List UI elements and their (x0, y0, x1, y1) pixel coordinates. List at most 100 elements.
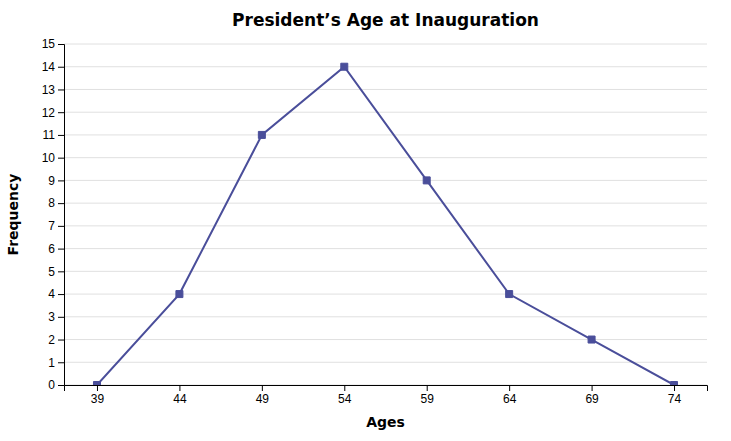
y-tick-label: 12 (42, 106, 56, 120)
y-tick: 9 (48, 174, 64, 188)
y-tick-label: 14 (42, 60, 56, 74)
y-tick-label: 15 (42, 37, 56, 51)
x-tick-label: 74 (668, 392, 682, 406)
grid-line (64, 134, 707, 135)
y-tick: 13 (42, 83, 64, 97)
marks (93, 63, 677, 385)
marker (258, 131, 265, 138)
grid-line (64, 203, 707, 204)
x-tick-label: 44 (173, 392, 187, 406)
x-axis-title: Ages (366, 414, 405, 430)
y-tick-label: 5 (48, 265, 55, 279)
y-tick-mark (58, 271, 64, 272)
x-tick-label: 64 (503, 392, 517, 406)
x-tick-label: 59 (421, 392, 435, 406)
y-tick-mark (58, 226, 64, 227)
x-tick-mark (427, 385, 428, 391)
y-tick: 1 (48, 356, 64, 370)
x-tick-mark (97, 385, 98, 391)
y-tick: 7 (48, 219, 64, 233)
marker (588, 336, 595, 343)
y-tick: 11 (43, 128, 64, 142)
x-tick-mark (262, 385, 263, 391)
x-tick: 49 (256, 385, 270, 406)
x-tick-mark (674, 385, 675, 391)
y-tick: 6 (48, 242, 64, 256)
grid-line (64, 294, 707, 295)
grid-line (64, 66, 707, 67)
y-tick-mark (58, 44, 64, 45)
y-axis-line (58, 45, 65, 386)
x-tick-label: 54 (338, 392, 352, 406)
y-tick-label: 7 (48, 219, 55, 233)
grid-line (64, 44, 707, 45)
y-tick: 5 (48, 265, 64, 279)
y-tick: 15 (42, 37, 64, 51)
y-tick-label: 10 (42, 151, 56, 165)
x-tick-label: 69 (585, 392, 599, 406)
y-tick: 4 (48, 287, 64, 301)
y-tick-mark (58, 317, 64, 318)
x-tick-label: 49 (256, 392, 270, 406)
y-tick-label: 1 (48, 356, 55, 370)
y-tick-mark (58, 112, 64, 113)
line (97, 67, 674, 385)
y-tick-mark (58, 135, 64, 136)
y-tick-mark (58, 89, 64, 90)
y-tick-mark (58, 294, 64, 295)
x-tick-mark (179, 385, 180, 391)
y-tick-mark (58, 67, 64, 68)
x-tick-mark (509, 385, 510, 391)
y-tick-label: 3 (48, 310, 55, 324)
x-tick: 39 (91, 385, 105, 406)
marker (176, 291, 183, 298)
y-tick: 14 (42, 60, 64, 74)
y-tick-label: 2 (48, 333, 55, 347)
x-axis-line (65, 386, 708, 392)
x-tick: 69 (585, 385, 599, 406)
y-tick: 2 (48, 333, 64, 347)
plot: 39444954596469740123456789101112131415 (42, 37, 708, 405)
y-tick-label: 13 (42, 83, 56, 97)
y-tick-mark (58, 180, 64, 181)
y-tick-label: 11 (43, 128, 56, 142)
grid-line (64, 362, 707, 363)
y-axis-title: Frequency (5, 174, 21, 256)
y-tick-label: 0 (48, 378, 55, 392)
grid-line (64, 225, 707, 226)
y-tick-mark (58, 362, 64, 363)
y-tick-mark (58, 340, 64, 341)
marker (341, 63, 348, 70)
y-tick-label: 8 (48, 196, 55, 210)
grid-line (64, 89, 707, 90)
y-tick-mark (58, 385, 64, 386)
grid-line (64, 180, 707, 181)
grid-line (64, 157, 707, 158)
x-tick-mark (344, 385, 345, 391)
x-tick: 74 (668, 385, 682, 406)
x-tick: 44 (173, 385, 187, 406)
y-tick: 8 (48, 196, 64, 210)
y-tick-label: 9 (48, 174, 55, 188)
x-axis: 39 44 49 54 59 64 69 74 (65, 385, 708, 406)
y-tick: 12 (42, 106, 64, 120)
y-tick-mark (58, 203, 64, 204)
x-tick-label: 39 (91, 392, 105, 406)
title: President’s Age at Inauguration (232, 10, 539, 30)
y-tick-label: 4 (48, 287, 55, 301)
grid-line (64, 271, 707, 272)
marker (93, 382, 100, 386)
grid-line (64, 339, 707, 340)
x-tick: 54 (338, 385, 352, 406)
marker (506, 291, 513, 298)
grid-line (64, 112, 707, 113)
y-tick: 3 (48, 310, 64, 324)
x-tick-mark (592, 385, 593, 391)
y-tick: 10 (42, 151, 64, 165)
y-tick-mark (58, 249, 64, 250)
y-tick-label: 6 (48, 242, 55, 256)
y-axis: 0123456789101112131415 (42, 37, 65, 392)
y-tick: 0 (48, 378, 64, 392)
grid-line (64, 248, 707, 249)
x-tick: 64 (503, 385, 517, 406)
